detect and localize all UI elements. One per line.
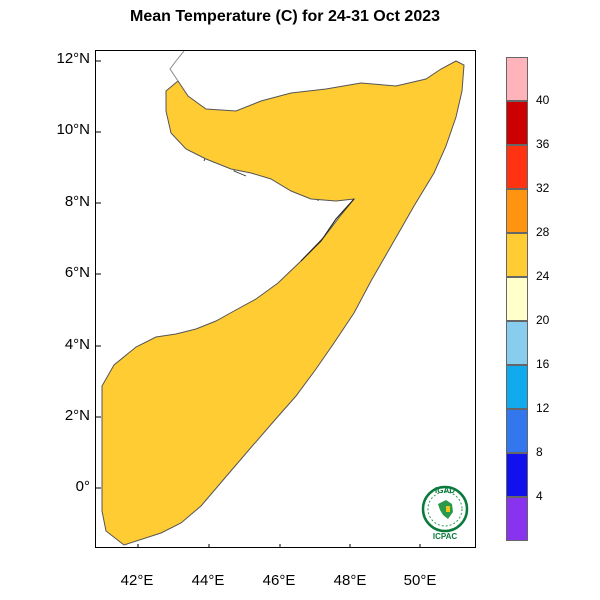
legend-label-16: 16 (536, 357, 550, 371)
lat-label-8n: 8°N (64, 193, 90, 210)
legend-swatch-24-28 (506, 233, 528, 277)
map-panel (95, 50, 476, 548)
legend-label-36: 36 (536, 137, 550, 151)
somalia-temperature-map (96, 51, 465, 547)
lat-label-4n: 4°N (64, 336, 90, 353)
lon-label-46e: 46°E (262, 572, 296, 589)
ethiopia-border (300, 198, 355, 262)
legend-swatch-36-40 (506, 101, 528, 145)
legend-label-8: 8 (536, 445, 543, 459)
legend-swatch-12-16 (506, 365, 528, 409)
legend-label-32: 32 (536, 181, 550, 195)
legend-swatch-20-24 (506, 277, 528, 321)
legend-label-28: 28 (536, 225, 550, 239)
legend-swatch-above-40 (506, 57, 528, 101)
coastline (101, 60, 465, 546)
lon-label-42e: 42°E (120, 572, 154, 589)
igad-icpac-logo: IGAD ICPAC (416, 482, 474, 542)
legend-label-12: 12 (536, 401, 550, 415)
lon-label-44e: 44°E (191, 572, 225, 589)
legend-swatch-28-32 (506, 189, 528, 233)
legend-swatch-8-12 (506, 409, 528, 453)
legend-label-4: 4 (536, 489, 543, 503)
lat-label-6n: 6°N (64, 264, 90, 281)
lat-label-0: 0° (75, 478, 90, 495)
map-title: Mean Temperature (C) for 24-31 Oct 2023 (129, 8, 441, 25)
logo-text-icpac: ICPAC (432, 532, 458, 541)
lon-label-50e: 50°E (403, 572, 437, 589)
axis-ticks (96, 60, 421, 547)
legend-swatch-16-20 (506, 321, 528, 365)
lon-label-48e: 48°E (333, 572, 367, 589)
logo-text-igad: IGAD (435, 486, 455, 495)
logo-emblem-icon (421, 485, 469, 533)
legend-swatch-4-8 (506, 453, 528, 497)
lat-label-10n: 10°N (56, 121, 90, 138)
djibouti-border (169, 51, 185, 82)
legend-swatch-below-4 (506, 497, 528, 541)
lat-label-2n: 2°N (64, 407, 90, 424)
legend-swatch-32-36 (506, 145, 528, 189)
legend-label-20: 20 (536, 313, 550, 327)
lat-label-12n: 12°N (56, 50, 90, 67)
legend-label-24: 24 (536, 269, 550, 283)
legend-label-40: 40 (536, 93, 550, 107)
